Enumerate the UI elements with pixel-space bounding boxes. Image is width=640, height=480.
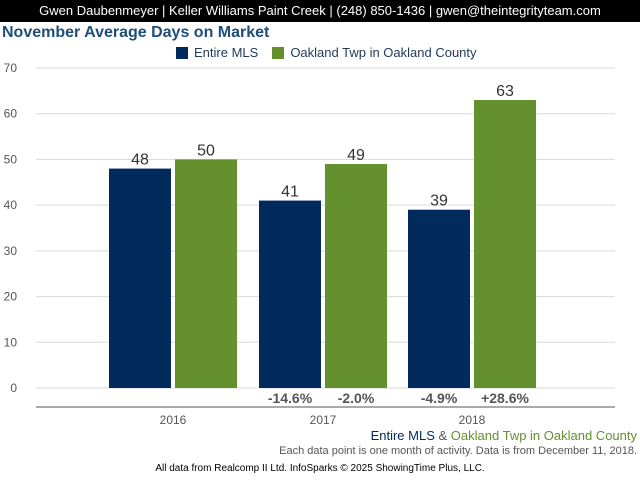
legend-item-entire-mls[interactable]: Entire MLS (176, 45, 258, 60)
y-tick-label-70: 70 (4, 61, 18, 75)
bar-oakland-twp-in-oakland-county-2017 (325, 164, 387, 388)
footer-series-oakland-twp: Oakland Twp in Oakland County (450, 428, 637, 443)
agent-contact-banner: Gwen Daubenmeyer | Keller Williams Paint… (0, 0, 640, 22)
bar-oakland-twp-in-oakland-county-2018 (474, 100, 536, 388)
legend-label-oakland-twp: Oakland Twp in Oakland County (290, 45, 477, 60)
legend-swatch-oakland-twp (272, 46, 285, 59)
chart-title: November Average Days on Market (2, 24, 270, 41)
y-tick-label-40: 40 (4, 198, 18, 212)
y-tick-label-0: 0 (10, 381, 17, 395)
y-tick-label-50: 50 (4, 152, 18, 166)
y-tick-label-20: 20 (4, 290, 18, 304)
footer-ampersand: & (434, 428, 451, 443)
footer-series-entire-mls: Entire MLS (370, 428, 435, 443)
data-note: Each data point is one month of activity… (279, 445, 637, 457)
bar-entire-mls-2016 (109, 168, 171, 388)
data-source-credit: All data from Realcomp II Ltd. InfoSpark… (155, 463, 485, 474)
x-tick-label-2017: 2017 (310, 413, 337, 427)
y-tick-label-10: 10 (4, 335, 18, 349)
legend-item-oakland-twp[interactable]: Oakland Twp in Oakland County (272, 45, 477, 60)
x-tick-label-2016: 2016 (160, 413, 187, 427)
change-label-entire-mls-2017: -14.6% (268, 390, 313, 406)
y-tick-label-30: 30 (4, 244, 18, 258)
x-tick-label-2018: 2018 (459, 413, 486, 427)
change-label-entire-mls-2018: -4.9% (421, 390, 458, 406)
change-label-oakland-twp-in-oakland-county-2017: -2.0% (338, 390, 375, 406)
change-label-oakland-twp-in-oakland-county-2018: +28.6% (481, 390, 529, 406)
value-label-entire-mls-2017: 41 (281, 184, 299, 201)
value-label-oakland-twp-in-oakland-county-2016: 50 (197, 142, 215, 159)
footer-series-legend: Entire MLS & Oakland Twp in Oakland Coun… (371, 428, 637, 443)
value-label-entire-mls-2016: 48 (131, 152, 149, 169)
legend-label-entire-mls: Entire MLS (194, 45, 259, 60)
legend-swatch-entire-mls (176, 46, 188, 59)
value-label-entire-mls-2018: 39 (430, 193, 448, 210)
bar-entire-mls-2017 (259, 200, 321, 388)
bar-oakland-twp-in-oakland-county-2016 (175, 159, 237, 388)
value-label-oakland-twp-in-oakland-county-2018: 63 (496, 83, 514, 100)
y-tick-label-60: 60 (4, 107, 18, 121)
value-label-oakland-twp-in-oakland-county-2017: 49 (347, 147, 365, 164)
bar-entire-mls-2018 (408, 209, 470, 388)
chart-legend: Entire MLS Oakland Twp in Oakland County (176, 45, 491, 60)
